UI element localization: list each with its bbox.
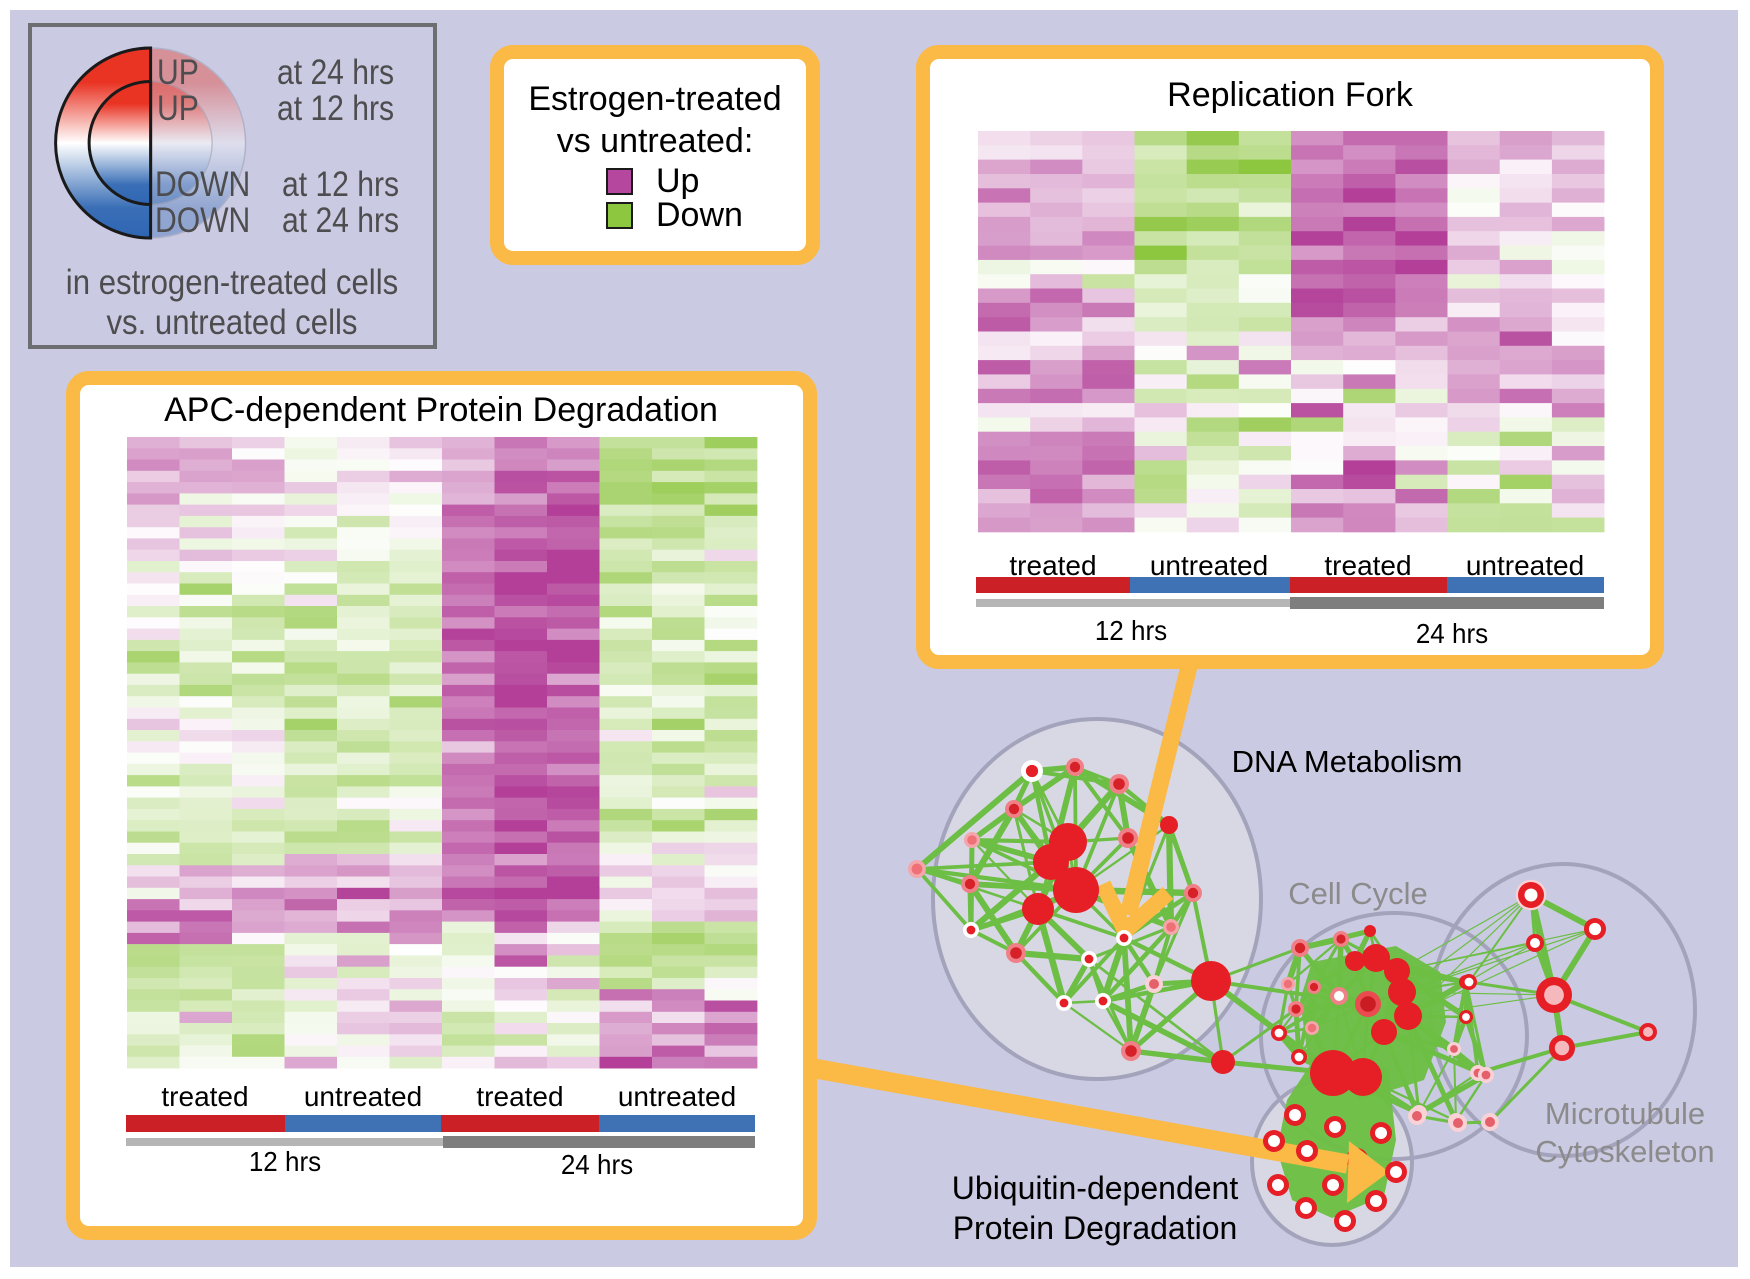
svg-text:Protein Degradation: Protein Degradation [953, 1210, 1238, 1246]
svg-text:at 12 hrs: at 12 hrs [277, 88, 394, 128]
svg-text:treated: treated [1324, 550, 1411, 581]
svg-text:Replication Fork: Replication Fork [1167, 76, 1414, 114]
svg-text:Microtubule: Microtubule [1545, 1096, 1705, 1131]
svg-text:12 hrs: 12 hrs [1095, 615, 1167, 646]
svg-text:vs. untreated cells: vs. untreated cells [106, 303, 357, 342]
svg-text:APC-dependent Protein Degradat: APC-dependent Protein Degradation [164, 391, 718, 429]
svg-text:UP: UP [157, 88, 199, 128]
svg-text:untreated: untreated [1466, 550, 1584, 581]
svg-text:Ubiquitin-dependent: Ubiquitin-dependent [952, 1170, 1239, 1206]
svg-text:at 24 hrs: at 24 hrs [282, 200, 399, 240]
svg-text:Estrogen-treated: Estrogen-treated [528, 80, 781, 118]
svg-text:24 hrs: 24 hrs [1416, 618, 1488, 649]
svg-text:DOWN: DOWN [155, 164, 250, 204]
svg-text:at 24 hrs: at 24 hrs [277, 52, 394, 92]
svg-text:in estrogen-treated cells: in estrogen-treated cells [66, 263, 398, 302]
svg-text:DNA Metabolism: DNA Metabolism [1232, 744, 1463, 779]
svg-text:24 hrs: 24 hrs [561, 1149, 633, 1180]
svg-text:Down: Down [656, 196, 743, 234]
svg-text:at 12 hrs: at 12 hrs [282, 164, 399, 204]
svg-text:vs untreated:: vs untreated: [557, 122, 754, 160]
svg-text:12 hrs: 12 hrs [249, 1146, 321, 1177]
svg-text:untreated: untreated [618, 1081, 736, 1112]
svg-text:UP: UP [157, 52, 199, 92]
svg-text:Cytoskeleton: Cytoskeleton [1535, 1134, 1714, 1169]
svg-text:treated: treated [1009, 550, 1096, 581]
svg-text:untreated: untreated [304, 1081, 422, 1112]
svg-text:treated: treated [476, 1081, 563, 1112]
svg-text:Up: Up [656, 162, 699, 200]
svg-text:untreated: untreated [1150, 550, 1268, 581]
svg-text:Cell Cycle: Cell Cycle [1288, 876, 1428, 911]
svg-text:DOWN: DOWN [155, 200, 250, 240]
svg-text:treated: treated [161, 1081, 248, 1112]
